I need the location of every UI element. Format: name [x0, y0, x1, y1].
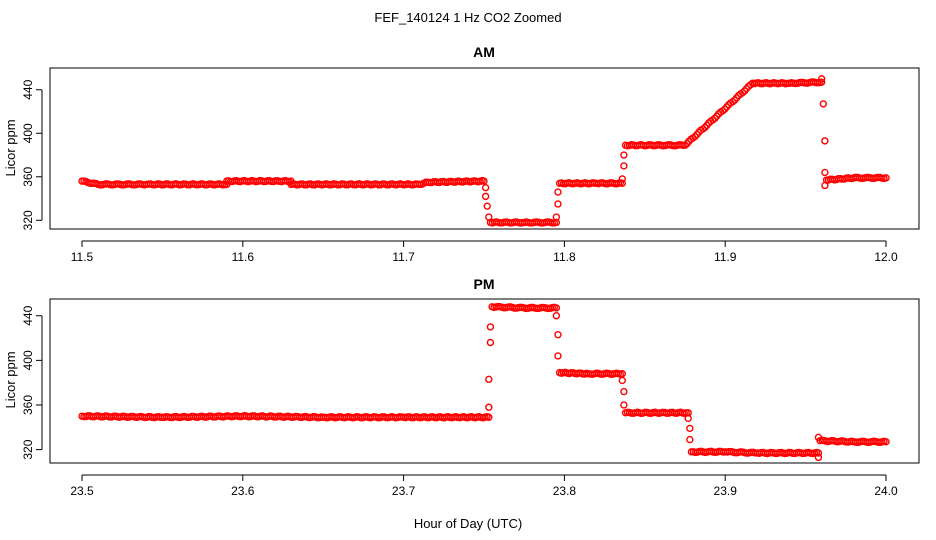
chart-am-point — [481, 192, 490, 201]
chart-am-y-axis: 320 360 400 440 — [21, 79, 43, 230]
chart-pm-ylabel: Licor ppm — [3, 351, 18, 408]
chart-pm-point — [618, 376, 626, 385]
chart-am-point — [554, 200, 562, 208]
chart-am-y-tick-label: 400 — [21, 123, 35, 143]
chart-pm-point — [554, 331, 562, 339]
chart-pm-x-tick-label: 23.9 — [714, 484, 738, 498]
chart-am-ylabel: Licor ppm — [3, 119, 18, 176]
chart-pm-title: PM — [474, 276, 495, 292]
chart-pm-point — [486, 323, 495, 331]
chart-am-x-tick-label: 11.8 — [553, 250, 576, 264]
chart-pm-y-tick-label: 440 — [21, 305, 35, 325]
chart-am-x-tick-label: 11.5 — [71, 250, 94, 264]
chart-pm-x-tick-label: 23.7 — [392, 484, 416, 498]
chart-pm-point — [814, 449, 823, 457]
chart-am-point — [691, 132, 699, 141]
chart-am-point — [821, 168, 829, 177]
chart-pm-x-tick-label: 24.0 — [874, 484, 898, 498]
chart-am-point — [882, 174, 890, 182]
chart-pm-point — [882, 438, 890, 446]
chart-pm-y-tick-label: 360 — [21, 395, 35, 415]
chart-pm: PM Licor ppm 23.5 23.6 23.7 23.8 23.9 24.0 32… — [3, 276, 920, 498]
chart-pm-point — [684, 414, 692, 423]
chart-am-point — [554, 188, 562, 196]
chart-am-point — [618, 175, 626, 183]
chart-am-point — [480, 177, 488, 185]
figure-title: FEF_140124 1 Hz CO2 Zoomed — [374, 10, 561, 25]
chart-pm-point — [552, 312, 561, 320]
chart-am-point — [483, 202, 491, 210]
chart-pm-y-tick-label: 400 — [21, 350, 35, 370]
chart-pm-point — [486, 338, 495, 347]
figure-xlabel: Hour of Day (UTC) — [414, 516, 522, 531]
chart-am-point — [738, 88, 747, 97]
chart-pm-point — [686, 435, 694, 444]
chart-am-point — [817, 78, 826, 86]
chart-pm-point — [620, 401, 628, 409]
chart-am-x-tick-label: 11.9 — [714, 250, 737, 264]
chart-am-x-tick-label: 11.7 — [392, 250, 415, 264]
chart-pm-y-axis: 320 360 400 440 — [21, 305, 43, 460]
chart-am-title: AM — [473, 44, 495, 60]
chart-pm-point — [552, 304, 561, 312]
chart-am-series — [78, 75, 890, 227]
chart-pm-point — [554, 352, 562, 360]
chart-am-point — [552, 213, 561, 221]
chart-pm-plot-frame — [49, 298, 920, 464]
chart-pm-x-axis: 23.5 23.6 23.7 23.8 23.9 24.0 — [70, 474, 898, 498]
chart-am-plot-frame — [49, 67, 920, 230]
chart-am-point — [817, 75, 826, 83]
chart-pm-x-tick-label: 23.5 — [70, 484, 94, 498]
chart-pm-y-tick-label: 320 — [21, 439, 35, 459]
chart-pm-point — [620, 387, 628, 396]
chart-pm-series — [78, 302, 890, 462]
chart-pm-x-tick-label: 23.6 — [231, 484, 255, 498]
chart-pm-point — [485, 413, 493, 421]
chart-am-point — [618, 179, 626, 188]
chart-am-x-axis: 11.5 11.6 11.7 11.8 11.9 12.0 — [71, 240, 898, 264]
chart-am-point — [821, 137, 829, 145]
chart-am-x-tick-label: 12.0 — [874, 250, 898, 264]
chart-pm-point — [485, 403, 493, 411]
chart-am-point — [620, 162, 628, 170]
chart-am-point — [620, 151, 628, 159]
chart-am-y-tick-label: 320 — [21, 210, 35, 230]
chart-pm-point — [686, 424, 694, 433]
chart-pm-x-tick-label: 23.8 — [553, 484, 577, 498]
chart-am-point — [819, 100, 827, 108]
chart-pm-point — [485, 375, 493, 384]
chart-am-x-tick-label: 11.6 — [232, 250, 255, 264]
chart-am-y-tick-label: 360 — [21, 166, 35, 186]
chart-pm-point — [814, 453, 823, 462]
chart-am-point — [481, 183, 490, 192]
chart-am: AM Licor ppm 11.5 11.6 11.7 11.8 11.9 12.0 32… — [3, 44, 920, 264]
chart-am-y-tick-label: 440 — [21, 79, 35, 99]
